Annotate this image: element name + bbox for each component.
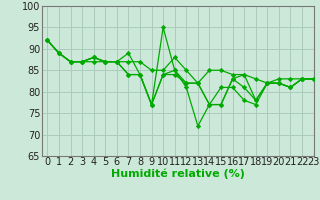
X-axis label: Humidité relative (%): Humidité relative (%) [111,169,244,179]
